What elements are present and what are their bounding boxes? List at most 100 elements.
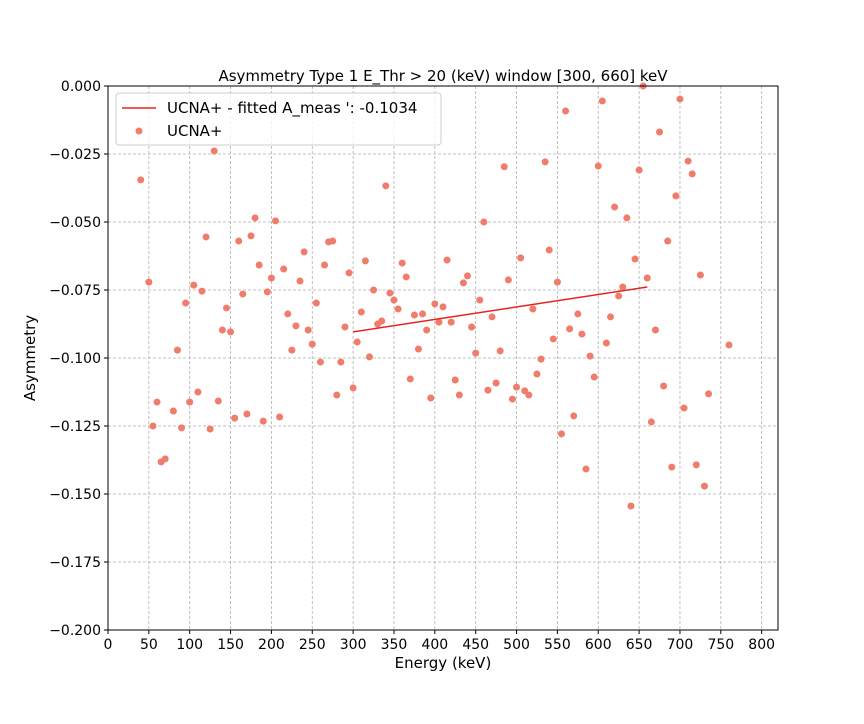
x-tick-label: 450 — [462, 637, 489, 653]
data-point — [537, 355, 545, 363]
data-point — [292, 322, 300, 330]
x-axis-label: Energy (keV) — [395, 654, 492, 672]
data-point — [198, 287, 206, 295]
data-point — [631, 255, 639, 263]
data-point — [161, 455, 169, 463]
data-point — [316, 358, 324, 366]
legend-points-label: UCNA+ — [167, 122, 223, 140]
data-point — [684, 157, 692, 165]
data-point — [517, 254, 525, 262]
data-point — [357, 308, 365, 316]
data-point — [562, 107, 570, 115]
data-point — [239, 290, 247, 298]
data-point — [276, 413, 284, 421]
data-point — [394, 305, 402, 313]
data-point — [173, 346, 181, 354]
data-point — [594, 162, 602, 170]
data-point — [386, 289, 394, 297]
data-point — [214, 397, 222, 405]
data-point — [402, 273, 410, 281]
data-point — [688, 170, 696, 178]
data-point — [439, 303, 447, 311]
data-point — [635, 166, 643, 174]
data-point — [700, 482, 708, 490]
x-tick-label: 150 — [217, 637, 244, 653]
data-point — [529, 305, 537, 313]
data-point — [549, 335, 557, 343]
x-tick-label: 200 — [258, 637, 285, 653]
data-point — [145, 278, 153, 286]
data-point — [582, 465, 590, 473]
data-point — [496, 347, 504, 355]
data-point — [696, 271, 704, 279]
data-point — [312, 299, 320, 307]
data-point — [153, 398, 161, 406]
data-point — [627, 502, 635, 510]
legend: UCNA+ - fitted A_meas ': -0.1034 UCNA+ — [115, 92, 442, 146]
data-point — [427, 394, 435, 402]
data-point — [435, 318, 443, 326]
data-point — [574, 310, 582, 318]
data-point — [222, 304, 230, 312]
data-point — [353, 338, 361, 346]
x-axis: 0 50 100 150 200 250 300 350 400 450 500 550 600 650 7… — [104, 630, 775, 653]
x-tick-label: 600 — [585, 637, 612, 653]
data-point — [337, 358, 345, 366]
data-point — [398, 259, 406, 267]
data-point — [247, 232, 255, 240]
data-point — [406, 375, 414, 383]
data-point — [488, 313, 496, 321]
x-tick-label: 500 — [503, 637, 530, 653]
data-point — [504, 276, 512, 284]
data-point — [321, 261, 329, 269]
data-point — [541, 158, 549, 166]
data-point — [545, 246, 553, 254]
x-tick-label: 800 — [748, 637, 775, 653]
x-tick-label: 750 — [707, 637, 734, 653]
data-point — [484, 386, 492, 394]
data-point — [676, 95, 684, 103]
data-point — [590, 373, 598, 381]
data-point — [480, 218, 488, 226]
data-point — [500, 163, 508, 171]
data-point — [431, 300, 439, 308]
data-point — [566, 325, 574, 333]
data-point — [255, 261, 263, 269]
y-tick-label: −0.125 — [49, 419, 101, 435]
data-point — [296, 277, 304, 285]
y-tick-label: −0.075 — [49, 283, 101, 299]
data-point — [492, 379, 500, 387]
y-tick-label: −0.050 — [49, 215, 101, 231]
data-point — [692, 461, 700, 469]
data-point — [468, 323, 476, 331]
data-point — [186, 398, 194, 406]
chart-title: Asymmetry Type 1 E_Thr > 20 (keV) window… — [218, 67, 668, 86]
data-point — [459, 279, 467, 287]
data-point — [615, 292, 623, 300]
data-point — [656, 128, 664, 136]
data-point — [194, 388, 202, 396]
y-tick-label: −0.175 — [49, 555, 101, 571]
data-point — [202, 233, 210, 241]
data-point — [705, 390, 713, 398]
data-point — [598, 97, 606, 105]
x-tick-label: 0 — [104, 637, 113, 653]
legend-box — [115, 92, 442, 146]
y-axis-label: Asymmetry — [21, 315, 39, 401]
data-point — [557, 430, 565, 438]
data-point — [611, 203, 619, 211]
data-point — [361, 257, 369, 265]
data-point — [508, 395, 516, 403]
data-point — [455, 391, 463, 399]
x-tick-label: 100 — [176, 637, 203, 653]
data-point — [533, 370, 541, 378]
data-point — [284, 310, 292, 318]
data-point — [513, 383, 521, 391]
data-point — [464, 272, 472, 280]
data-point — [382, 182, 390, 190]
data-point — [169, 407, 177, 415]
data-point — [423, 326, 431, 334]
data-point — [218, 326, 226, 334]
